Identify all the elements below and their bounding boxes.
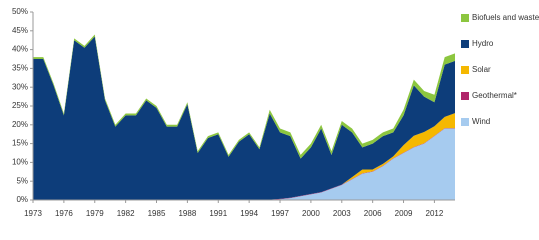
x-tick-label: 2003 bbox=[333, 209, 351, 218]
x-tick-label: 1988 bbox=[178, 209, 196, 218]
y-tick-label: 40% bbox=[12, 45, 28, 54]
legend-label: Hydro bbox=[472, 39, 494, 48]
y-tick-label: 10% bbox=[12, 158, 28, 167]
y-tick-label: 20% bbox=[12, 120, 28, 129]
chart: 0% 5% 10% 15% 20% 25% 30% 35% 40% 45% 50% 1973 1976 1… bbox=[12, 7, 539, 218]
legend-swatch bbox=[461, 14, 469, 22]
legend-label: Geothermal* bbox=[472, 91, 517, 100]
legend-swatch bbox=[461, 92, 469, 100]
area bbox=[33, 34, 455, 159]
legend-swatch bbox=[461, 66, 469, 74]
legend-swatch bbox=[461, 40, 469, 48]
x-tick-label: 2006 bbox=[364, 209, 382, 218]
area bbox=[33, 36, 455, 200]
x-tick-label: 1997 bbox=[271, 209, 289, 218]
x-tick-label: 1982 bbox=[117, 209, 135, 218]
legend-label: Solar bbox=[472, 65, 491, 74]
x-tick-label: 1973 bbox=[24, 209, 42, 218]
y-tick-label: 15% bbox=[12, 139, 28, 148]
y-tick-label: 35% bbox=[12, 64, 28, 73]
x-tick-label: 1985 bbox=[148, 209, 166, 218]
x-tick-label: 1991 bbox=[209, 209, 227, 218]
x-tick-label: 1976 bbox=[55, 209, 73, 218]
area bbox=[33, 128, 455, 200]
legend-label: Biofuels and waste bbox=[472, 13, 539, 22]
legend-swatch bbox=[461, 118, 469, 126]
y-tick-label: 5% bbox=[16, 176, 28, 185]
y-tick-label: 30% bbox=[12, 82, 28, 91]
y-tick-label: 45% bbox=[12, 26, 28, 35]
x-tick-label: 2012 bbox=[426, 209, 444, 218]
x-tick-label: 2009 bbox=[395, 209, 413, 218]
y-tick-label: 50% bbox=[12, 7, 28, 16]
x-tick-label: 1994 bbox=[240, 209, 258, 218]
x-tick-label: 2000 bbox=[302, 209, 320, 218]
y-tick-label: 0% bbox=[16, 195, 28, 204]
y-tick-label: 25% bbox=[12, 101, 28, 110]
legend-label: Wind bbox=[472, 117, 490, 126]
x-tick-label: 1979 bbox=[86, 209, 104, 218]
